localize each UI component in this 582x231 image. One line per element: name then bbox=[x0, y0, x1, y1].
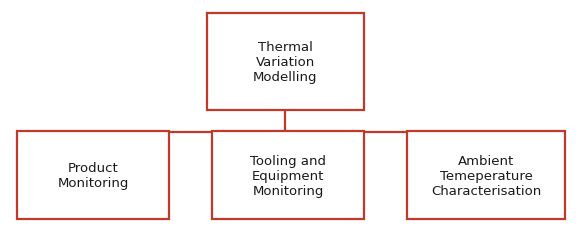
FancyBboxPatch shape bbox=[407, 132, 565, 219]
FancyBboxPatch shape bbox=[17, 132, 169, 219]
FancyBboxPatch shape bbox=[207, 14, 364, 111]
Text: Ambient
Temeperature
Characterisation: Ambient Temeperature Characterisation bbox=[431, 154, 541, 197]
Text: Tooling and
Equipment
Monitoring: Tooling and Equipment Monitoring bbox=[250, 154, 326, 197]
FancyBboxPatch shape bbox=[212, 132, 364, 219]
Text: Thermal
Variation
Modelling: Thermal Variation Modelling bbox=[253, 41, 317, 84]
Text: Product
Monitoring: Product Monitoring bbox=[58, 162, 129, 189]
